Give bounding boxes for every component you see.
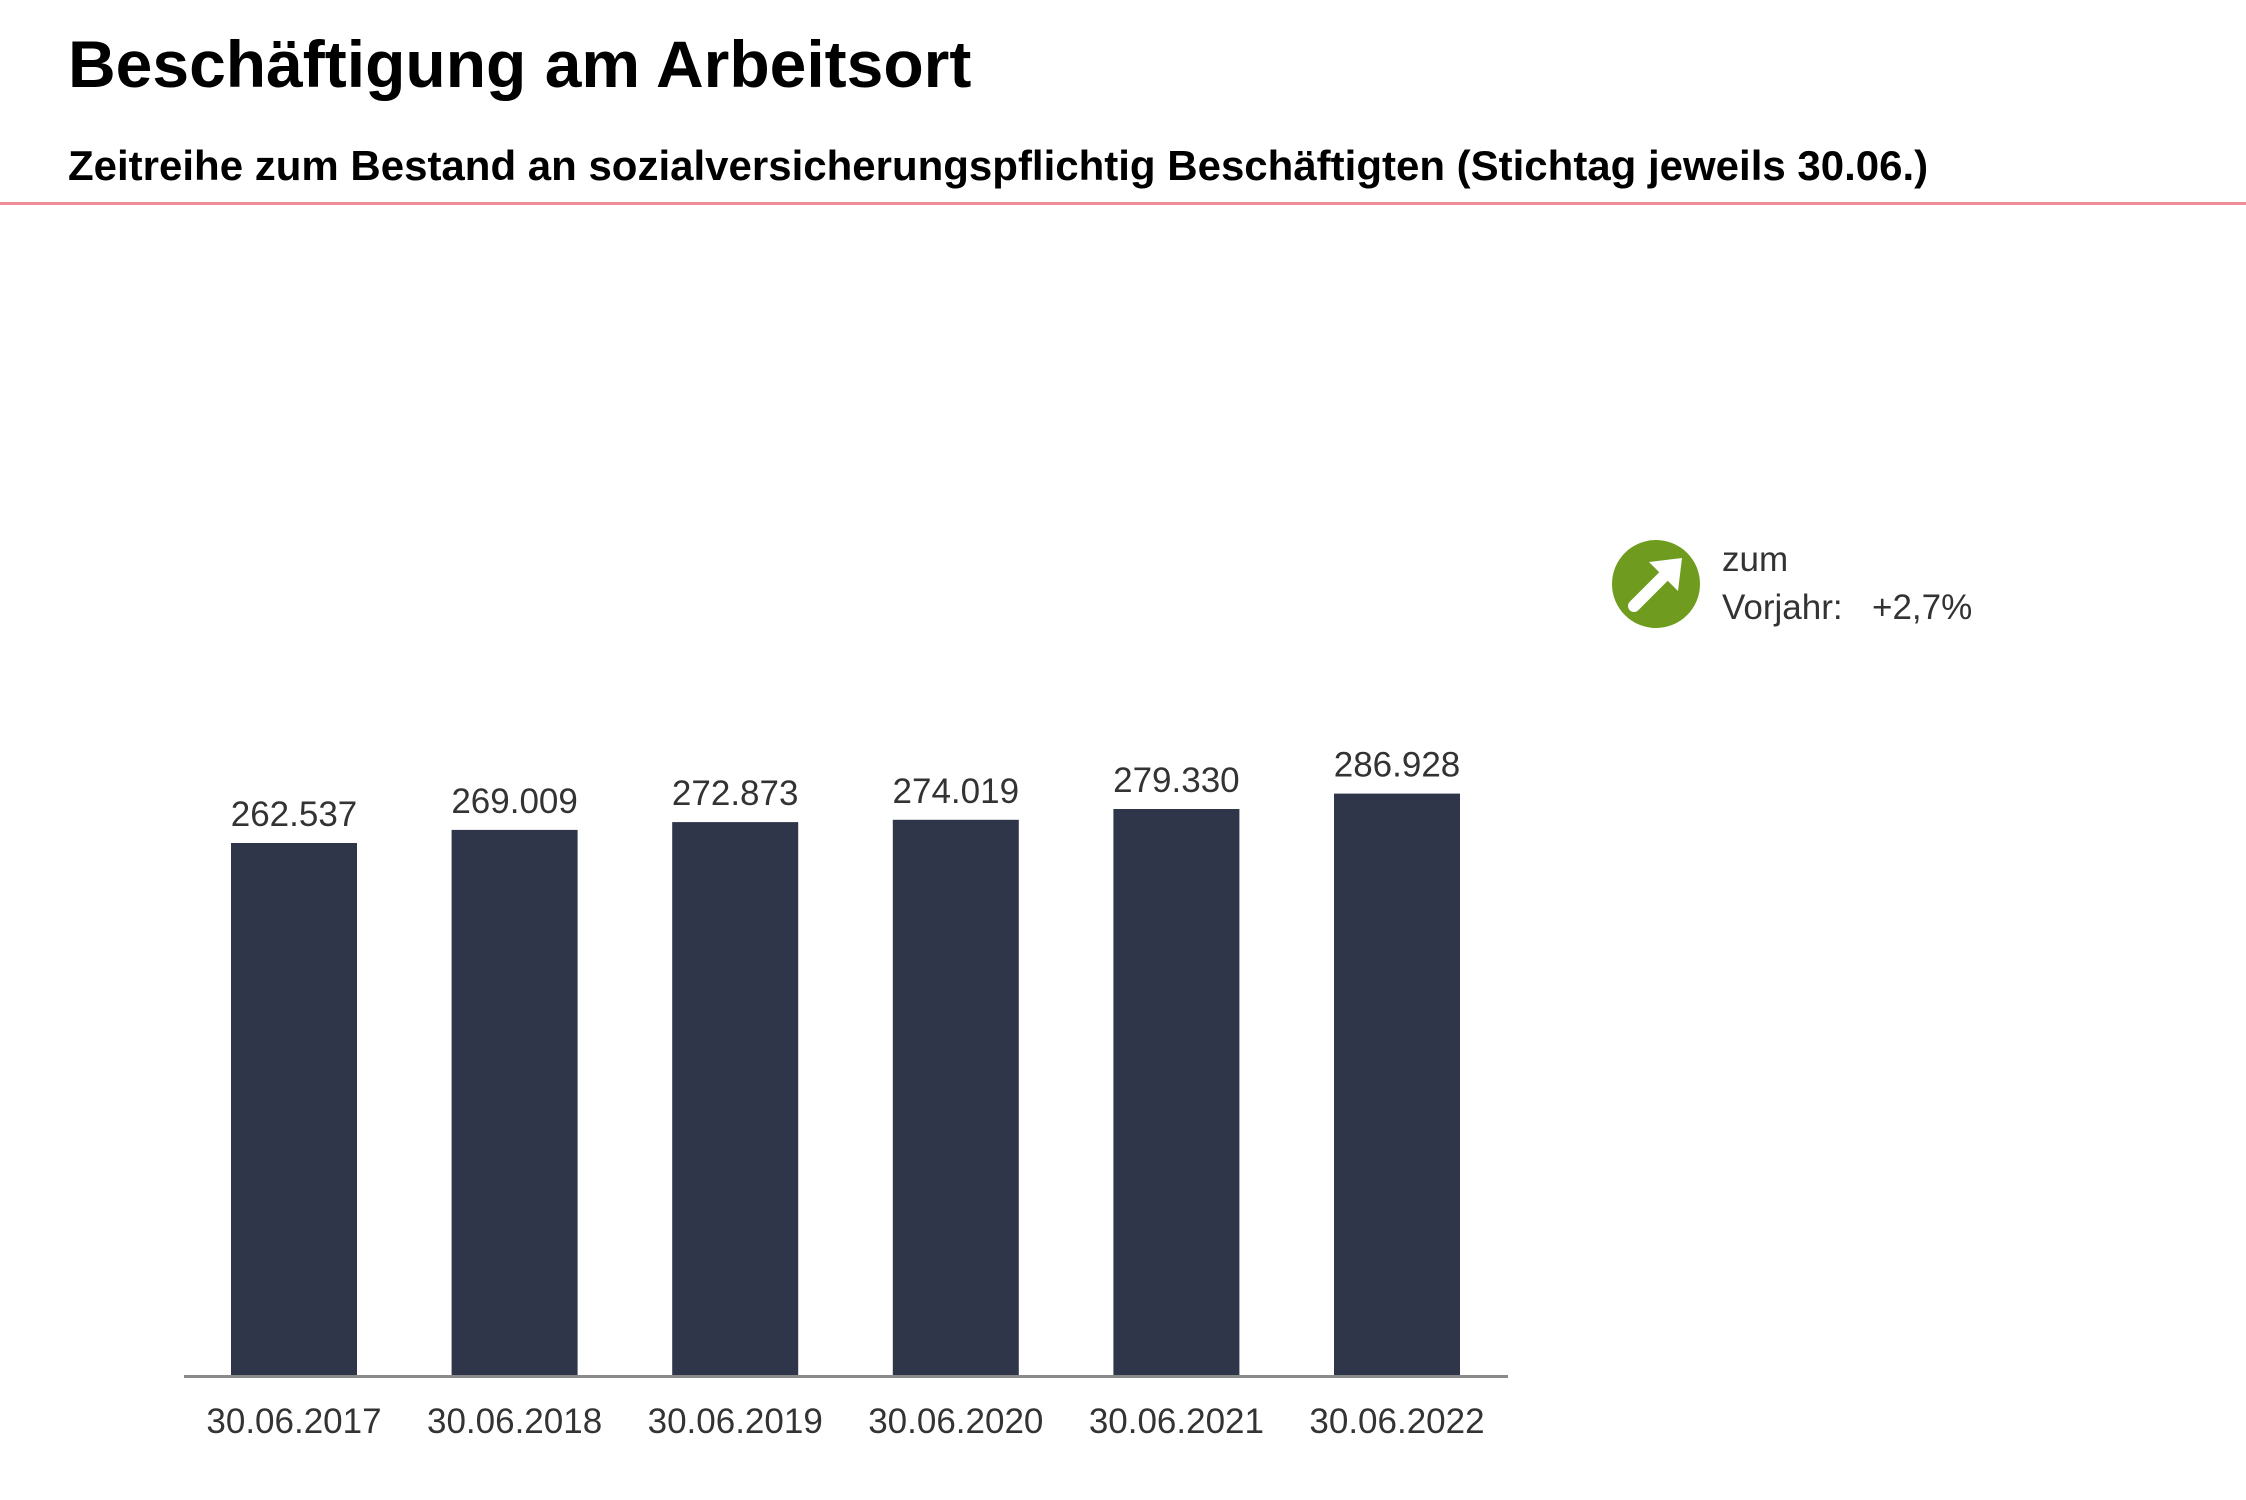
bar-value-label: 272.873 [672, 774, 799, 813]
bar [892, 819, 1019, 1375]
x-tick-label: 30.06.2020 [868, 1402, 1043, 1441]
page-subtitle: Zeitreihe zum Bestand an sozialversicher… [68, 142, 1929, 189]
bar [1113, 809, 1240, 1375]
x-tick-label: 30.06.2019 [648, 1402, 823, 1441]
change-indicator: zum Vorjahr: +2,7% [1610, 538, 2110, 638]
x-tick-label: 30.06.2017 [206, 1402, 381, 1441]
bar-value-label: 269.009 [451, 782, 578, 821]
bar-value-label: 274.019 [893, 772, 1020, 811]
x-tick-label: 30.06.2022 [1309, 1402, 1484, 1441]
bar-value-label: 262.537 [231, 795, 358, 834]
change-value: +2,7% [1872, 588, 1973, 627]
change-label-line1: zum [1722, 540, 1789, 579]
x-tick-label: 30.06.2021 [1089, 1402, 1264, 1441]
bar-value-label: 286.928 [1334, 746, 1461, 785]
bar [231, 843, 357, 1375]
bar [451, 829, 578, 1375]
x-tick-label: 30.06.2018 [427, 1402, 602, 1441]
value-label-group: 262.537 269.009 272.873 274.019 279.330 286.9… [231, 746, 1461, 834]
bar-group [231, 793, 1460, 1375]
change-label-line2: Vorjahr: [1722, 588, 1843, 627]
x-tick-label-group: 30.06.2017 30.06.2018 30.06.2019 30.06.2020… [206, 1402, 1484, 1441]
bar-value-label: 279.330 [1113, 761, 1240, 800]
header-divider [0, 202, 2246, 205]
page-title: Beschäftigung am Arbeitsort [68, 27, 972, 101]
arrow-up-right-circle-icon [1612, 540, 1700, 628]
bar [1334, 793, 1460, 1375]
bar [672, 822, 799, 1375]
